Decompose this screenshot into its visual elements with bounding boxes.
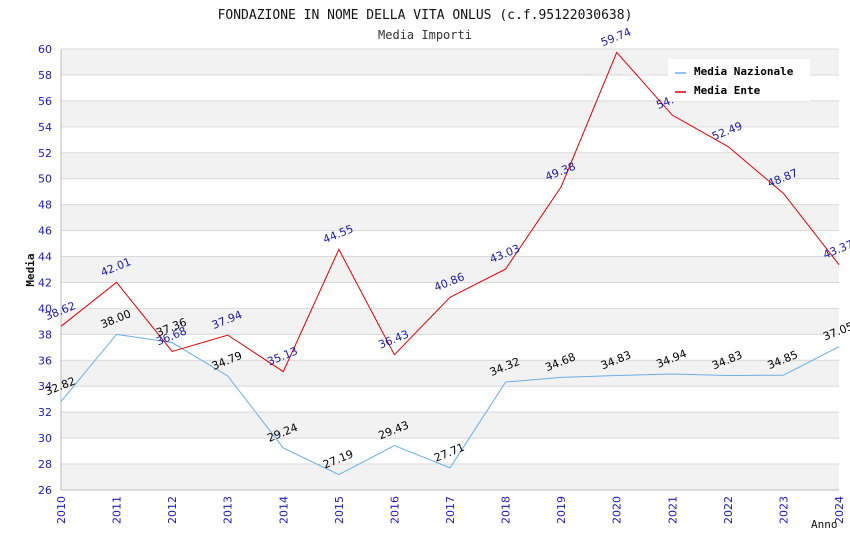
y-tick-label: 48	[38, 199, 52, 212]
y-tick-label: 56	[38, 95, 52, 108]
y-tick-label: 46	[38, 225, 52, 238]
x-tick-label: 2020	[611, 496, 624, 524]
grid-bands	[61, 49, 839, 490]
x-tick-label: 2010	[55, 496, 68, 524]
x-tick-label: 2023	[777, 496, 790, 524]
data-label: 59.74	[599, 25, 633, 49]
grid-band	[61, 464, 839, 490]
chart-title: FONDAZIONE IN NOME DELLA VITA ONLUS (c.f…	[218, 8, 633, 23]
y-tick-label: 30	[38, 432, 52, 445]
x-tick-label: 2018	[500, 496, 513, 524]
gridlines	[61, 48, 839, 491]
y-tick-label: 26	[38, 484, 52, 497]
grid-band	[61, 256, 839, 283]
series-lines	[60, 51, 840, 476]
y-axis-label: Media	[24, 253, 37, 286]
y-tick-label: 54	[38, 121, 52, 134]
y-tick-label: 38	[38, 328, 52, 341]
grid-band	[61, 100, 839, 127]
x-tick-label: 2024	[833, 496, 846, 524]
y-tick-label: 34	[38, 380, 52, 393]
grid-band	[61, 152, 839, 179]
grid-band	[61, 360, 839, 387]
data-label: 27.71	[432, 441, 466, 465]
x-tick-labels: 2010 2011 2012 2013 2014 2015 2016 2017 2018 2019…	[55, 496, 846, 524]
x-tick-label: 2017	[444, 496, 457, 524]
grid-band	[61, 204, 839, 231]
chart-subtitle: Media Importi	[378, 28, 472, 42]
x-tick-label: 2016	[388, 496, 401, 524]
y-tick-label: 44	[38, 251, 52, 264]
y-tick-label: 40	[38, 302, 52, 315]
legend-label-media-ente: Media Ente	[694, 84, 761, 97]
y-tick-label: 60	[38, 43, 52, 56]
series-line-media-ente	[60, 51, 840, 373]
x-tick-label: 2021	[666, 496, 679, 524]
x-tick-label: 2022	[722, 496, 735, 524]
x-tick-label: 2011	[111, 496, 124, 524]
y-tick-label: 52	[38, 147, 52, 160]
data-label: 32.82	[43, 374, 77, 398]
series-line-media-nazionale	[60, 333, 840, 476]
grid-band	[61, 412, 839, 439]
y-tick-label: 58	[38, 69, 52, 82]
x-tick-label: 2015	[333, 496, 346, 524]
legend-box	[668, 59, 810, 101]
y-tick-label: 42	[38, 276, 52, 289]
x-axis-label: Anno	[811, 518, 838, 531]
y-tick-label: 28	[38, 458, 52, 471]
x-tick-label: 2012	[166, 496, 179, 524]
x-tick-label: 2019	[555, 496, 568, 524]
y-tick-label: 32	[38, 406, 52, 419]
grid-band	[61, 308, 839, 335]
x-tick-label: 2013	[222, 496, 235, 524]
y-tick-label: 50	[38, 173, 52, 186]
legend-label-media-nazionale: Media Nazionale	[694, 65, 794, 78]
y-tick-label: 36	[38, 354, 52, 367]
y-tick-labels: 26 28 30 32 34 36 38 40 42 44 46 48 50 52 54 56 58 60	[38, 43, 52, 497]
legend: Media Nazionale Media Ente	[668, 59, 810, 101]
x-tick-label: 2014	[277, 496, 290, 524]
